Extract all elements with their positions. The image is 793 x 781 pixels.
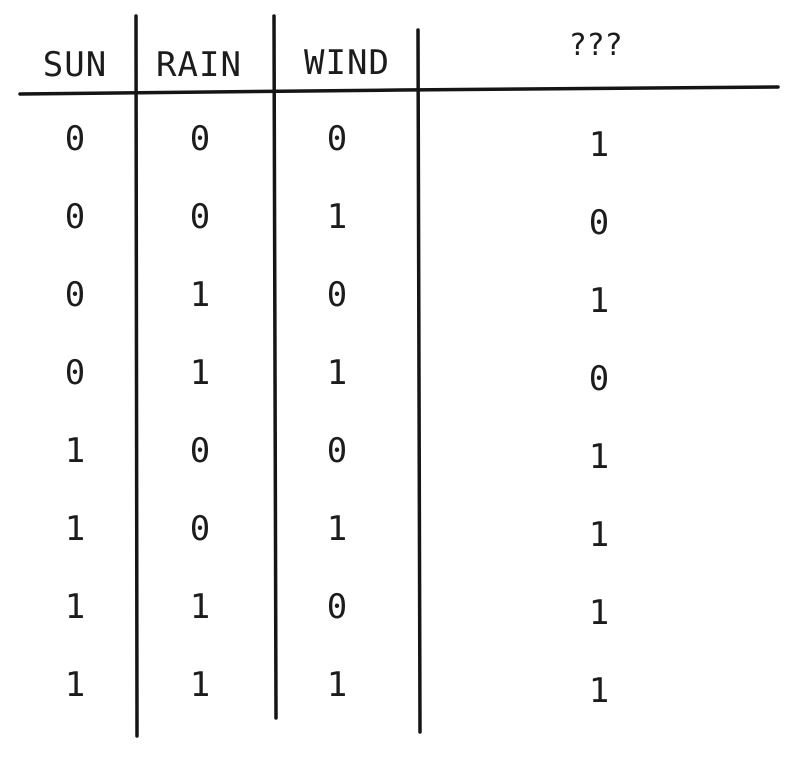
table-row: 0 1 0 1 (65, 275, 609, 321)
table-row: 1 1 0 1 (65, 587, 609, 633)
table-cell: 1 (327, 665, 347, 705)
header-wind: WIND (304, 43, 390, 83)
table-cell: 1 (327, 197, 347, 237)
table-cell: 0 (65, 275, 85, 315)
table-cell: 1 (190, 353, 210, 393)
table-cell: 1 (589, 671, 609, 711)
table-cell: 0 (65, 119, 85, 159)
table-cell: 1 (190, 587, 210, 627)
table-cell: 0 (65, 353, 85, 393)
table-body: 0 0 0 1 0 0 1 0 0 1 0 1 0 1 1 0 1 0 0 1 1 0 1 1 1 1 0 1 1 1 1 1 (65, 119, 609, 711)
table-row: 0 0 0 1 (65, 119, 609, 165)
table-cell: 0 (190, 431, 210, 471)
table-cell: 0 (190, 509, 210, 549)
column-divider-3 (416, 28, 422, 734)
table-cell: 1 (65, 665, 85, 705)
table-row: 0 1 1 0 (65, 353, 609, 399)
table-cell: 1 (589, 593, 609, 633)
column-divider-2 (272, 14, 278, 720)
header-divider (18, 85, 780, 96)
table-cell: 0 (327, 275, 347, 315)
table-cell: 0 (327, 587, 347, 627)
table-cell: 0 (190, 197, 210, 237)
header-unknown: ??? (570, 28, 624, 63)
header-row: SUN RAIN WIND ??? (43, 28, 624, 85)
table-cell: 1 (65, 431, 85, 471)
table-grid (18, 14, 780, 738)
table-row: 1 0 1 1 (65, 509, 609, 555)
column-divider-1 (134, 14, 139, 738)
table-cell: 0 (327, 119, 347, 159)
table-cell: 1 (327, 509, 347, 549)
table-cell: 0 (65, 197, 85, 237)
table-cell: 1 (589, 515, 609, 555)
table-row: 0 0 1 0 (65, 197, 609, 243)
table-cell: 1 (190, 275, 210, 315)
header-rain: RAIN (156, 45, 242, 85)
table-cell: 1 (65, 509, 85, 549)
table-cell: 1 (190, 665, 210, 705)
table-cell: 1 (589, 281, 609, 321)
table-cell: 0 (589, 203, 609, 243)
table-row: 1 1 1 1 (65, 665, 609, 711)
table-cell: 1 (589, 437, 609, 477)
table-cell: 0 (327, 431, 347, 471)
header-sun: SUN (43, 45, 107, 85)
table-row: 1 0 0 1 (65, 431, 609, 477)
table-cell: 0 (190, 119, 210, 159)
table-cell: 0 (589, 359, 609, 399)
table-cell: 1 (65, 587, 85, 627)
table-cell: 1 (589, 125, 609, 165)
table-cell: 1 (327, 353, 347, 393)
